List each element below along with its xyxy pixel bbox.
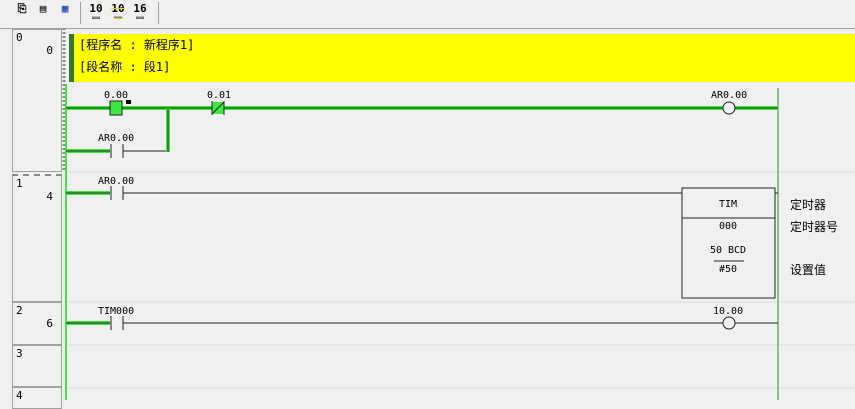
- coil-label: 10.00: [713, 306, 743, 317]
- coil-10.00[interactable]: [722, 316, 736, 330]
- hex-label: 16: [133, 2, 147, 15]
- decimal-label: 10: [89, 2, 103, 15]
- rung-number: 3: [16, 347, 23, 360]
- step-number: 6: [46, 317, 53, 330]
- coil-AR0.00[interactable]: [722, 101, 736, 115]
- tim-instruction-box[interactable]: [681, 187, 776, 299]
- toolbar: ⎘ ▤ ▦ 10 ∞∞ 10 ∞∞ 16 ∞∞: [0, 0, 855, 29]
- separator: [158, 2, 159, 24]
- rung-header-3[interactable]: 3: [12, 345, 62, 387]
- hex-monitor-button[interactable]: 16 ∞∞: [133, 2, 147, 22]
- ladder-diagram: 0.00 0.01 AR0.00 AR0.00 AR0.00 TIM 000 5…: [62, 28, 855, 400]
- contact-label: AR0.00: [98, 133, 134, 144]
- set-value-format: 50 BCD: [710, 245, 746, 256]
- signed-decimal-monitor-button[interactable]: 10 ∞∞: [111, 2, 125, 22]
- rung-0: 0.00 0.01 AR0.00 AR0.00: [66, 90, 778, 158]
- step-number: 4: [46, 190, 53, 203]
- separator: [80, 2, 81, 24]
- rung-2: TIM000 10.00: [66, 306, 778, 330]
- contact-label: 0.01: [207, 90, 231, 101]
- rung-1: AR0.00 TIM 000 50 BCD #50: [66, 176, 778, 299]
- rung-number: 1: [16, 177, 23, 190]
- section-name: [段名称 : 段1]: [79, 60, 171, 74]
- operand-comment: 定时器: [790, 198, 827, 212]
- window-icon[interactable]: ▤: [39, 2, 47, 15]
- instruction-name: TIM: [719, 199, 737, 210]
- operand-comment: 定时器号: [790, 220, 839, 234]
- contact-0.00[interactable]: [109, 100, 123, 116]
- rung-number: 0: [16, 31, 23, 44]
- step-number: 0: [46, 44, 53, 57]
- coil-label: AR0.00: [711, 90, 747, 101]
- signed-decimal-label: 10: [111, 2, 125, 15]
- operand-comment: 设置值: [790, 263, 827, 277]
- address-icon[interactable]: ▦: [61, 2, 69, 15]
- rung-number: 2: [16, 304, 23, 317]
- timer-number: 000: [719, 221, 737, 232]
- decimal-monitor-button[interactable]: 10 ∞∞: [89, 2, 103, 22]
- contact-label: TIM000: [98, 306, 134, 317]
- contact-label: 0.00: [104, 90, 128, 101]
- contact-label: AR0.00: [98, 176, 134, 187]
- program-name: [程序名 : 新程序1]: [79, 38, 195, 52]
- section-comment[interactable]: [程序名 : 新程序1] [段名称 : 段1]: [69, 34, 855, 82]
- rung-number: 4: [16, 389, 23, 402]
- lock-icon: [126, 100, 131, 104]
- rung-comment-icon[interactable]: ⎘: [17, 2, 27, 15]
- set-value: #50: [719, 264, 737, 275]
